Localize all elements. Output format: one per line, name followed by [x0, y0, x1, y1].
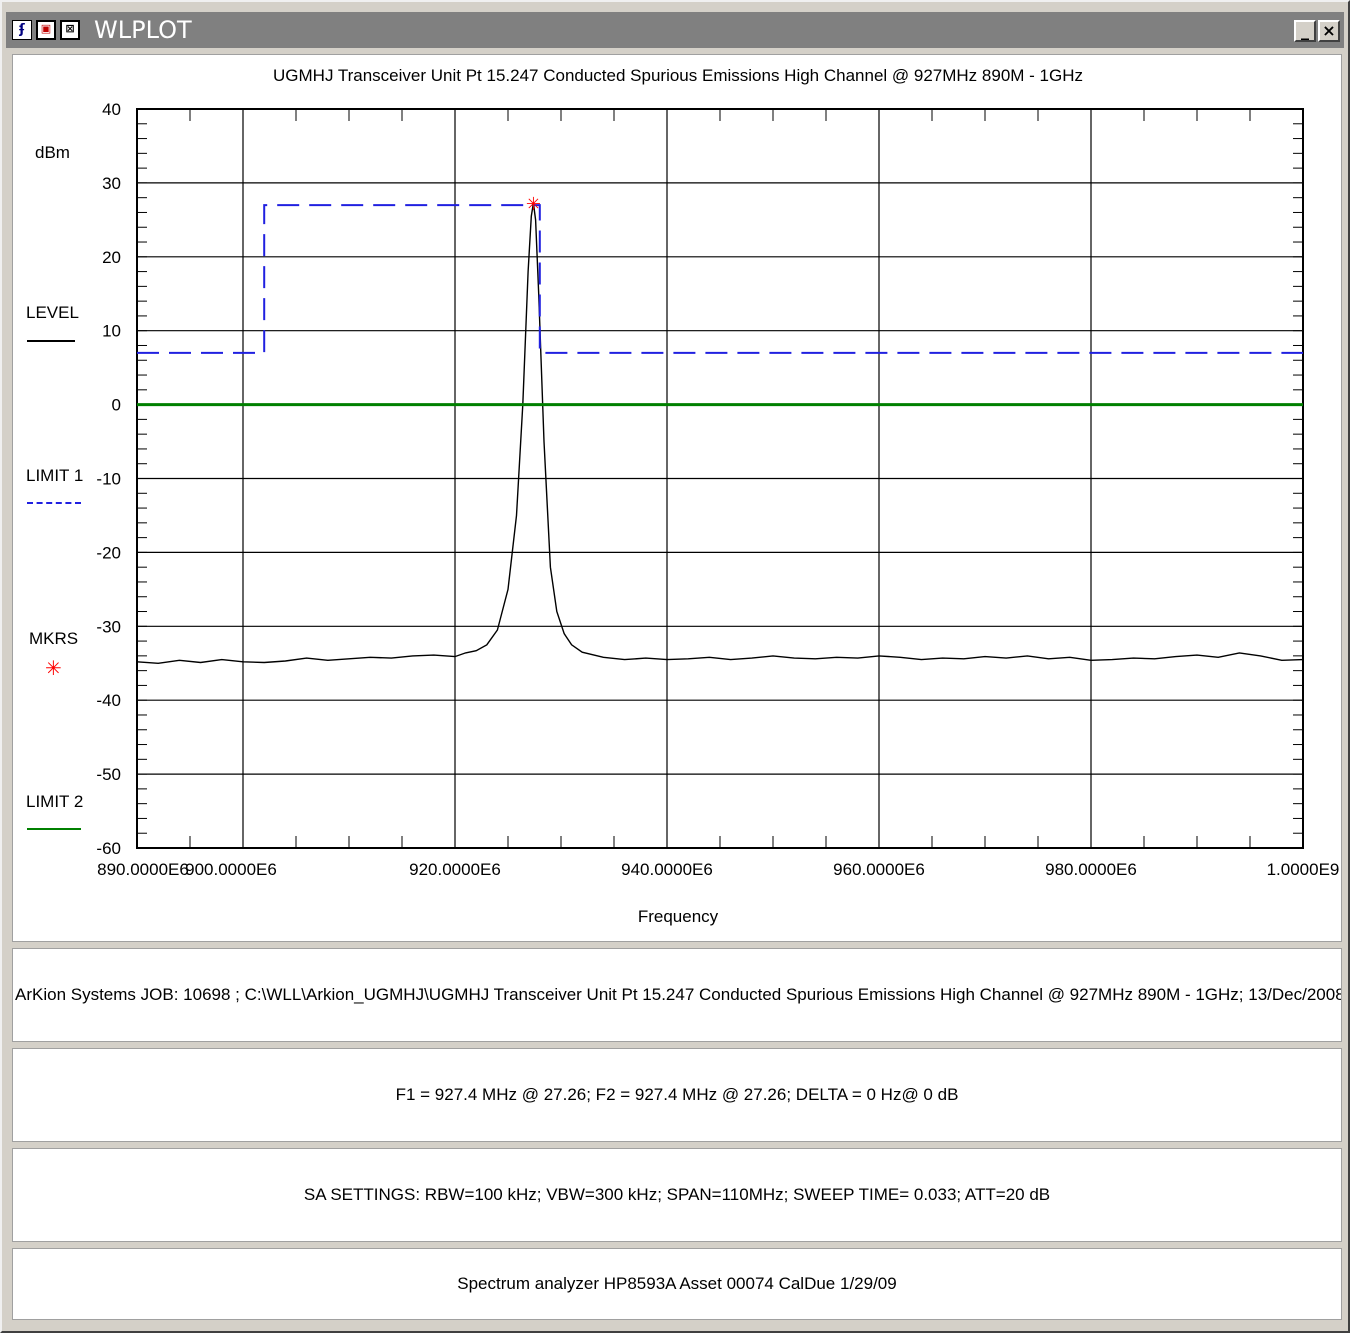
analyzer-info-text: Spectrum analyzer HP8593A Asset 00074 Ca… — [457, 1274, 897, 1293]
x-tick-label: 940.0000E6 — [621, 860, 713, 879]
y-tick-label: -50 — [96, 765, 121, 784]
y-tick-label: -20 — [96, 543, 121, 562]
y-axis-unit-label: dBm — [35, 143, 70, 162]
x-tick-label: 890.0000E6 — [97, 860, 189, 879]
y-tick-label: -10 — [96, 470, 121, 489]
restore-icon[interactable]: ⊠ — [60, 20, 80, 40]
y-tick-label: -60 — [96, 839, 121, 858]
job-info-text: ArKion Systems JOB: 10698 ; C:\WLL\Arkio… — [15, 985, 1342, 1004]
x-tick-label: 920.0000E6 — [409, 860, 501, 879]
legend-limit2-label: LIMIT 2 — [26, 792, 84, 811]
y-tick-label: 20 — [102, 248, 121, 267]
sa-settings-text: SA SETTINGS: RBW=100 kHz; VBW=300 kHz; S… — [303, 1185, 1051, 1204]
chart-plot: 40 30 20 10 0 -10 -20 -30 -40 -50 -60 890.0000E6900… — [96, 100, 1340, 879]
legend-limit1-swatch — [27, 502, 81, 504]
close-button[interactable]: × — [1318, 20, 1340, 42]
y-tick-label: 40 — [102, 100, 121, 119]
legend-marker-star-icon: ✳ — [45, 658, 62, 680]
x-tick-label: 980.0000E6 — [1045, 860, 1137, 879]
y-tick-label: -30 — [96, 617, 121, 636]
legend-markers-label: MKRS — [29, 629, 79, 648]
x-tick-label: 960.0000E6 — [833, 860, 925, 879]
y-tick-label: 10 — [102, 322, 121, 341]
app-icon[interactable]: ʄ — [12, 20, 32, 40]
plot-panel: UGMHJ Transceiver Unit Pt 15.247 Conduct… — [12, 54, 1342, 942]
window-title: WLPLOT — [94, 16, 192, 44]
marker-info-text: F1 = 927.4 MHz @ 27.26; F2 = 927.4 MHz @… — [395, 1085, 959, 1104]
analyzer-info-panel: Spectrum analyzer HP8593A Asset 00074 Ca… — [12, 1248, 1342, 1320]
sa-settings-panel: SA SETTINGS: RBW=100 kHz; VBW=300 kHz; S… — [12, 1148, 1342, 1242]
series-line-level — [136, 202, 1304, 665]
legend-level-label: LEVEL — [26, 303, 79, 322]
y-tick-label: -40 — [96, 691, 121, 710]
legend-limit2-swatch — [27, 828, 81, 830]
x-tick-label: 900.0000E6 — [185, 860, 277, 879]
job-info-panel: ArKion Systems JOB: 10698 ; C:\WLL\Arkio… — [12, 948, 1342, 1042]
series-line-limit-1 — [137, 204, 1303, 354]
marker-point: ✳ — [526, 194, 541, 215]
legend-level-swatch — [27, 340, 75, 342]
marker-info-panel: F1 = 927.4 MHz @ 27.26; F2 = 927.4 MHz @… — [12, 1048, 1342, 1142]
title-bar[interactable]: ʄ ▣ ⊠ WLPLOT _ × — [6, 12, 1344, 48]
minimize-button[interactable]: _ — [1294, 20, 1316, 42]
chart-title: UGMHJ Transceiver Unit Pt 15.247 Conduct… — [273, 66, 1083, 85]
legend-limit1-label: LIMIT 1 — [26, 466, 84, 485]
y-tick-label: 0 — [112, 396, 121, 415]
x-axis-label: Frequency — [637, 907, 719, 926]
system-menu-icon[interactable]: ▣ — [36, 20, 56, 40]
y-tick-label: 30 — [102, 174, 121, 193]
x-tick-label: 1.0000E9 — [1267, 860, 1340, 879]
